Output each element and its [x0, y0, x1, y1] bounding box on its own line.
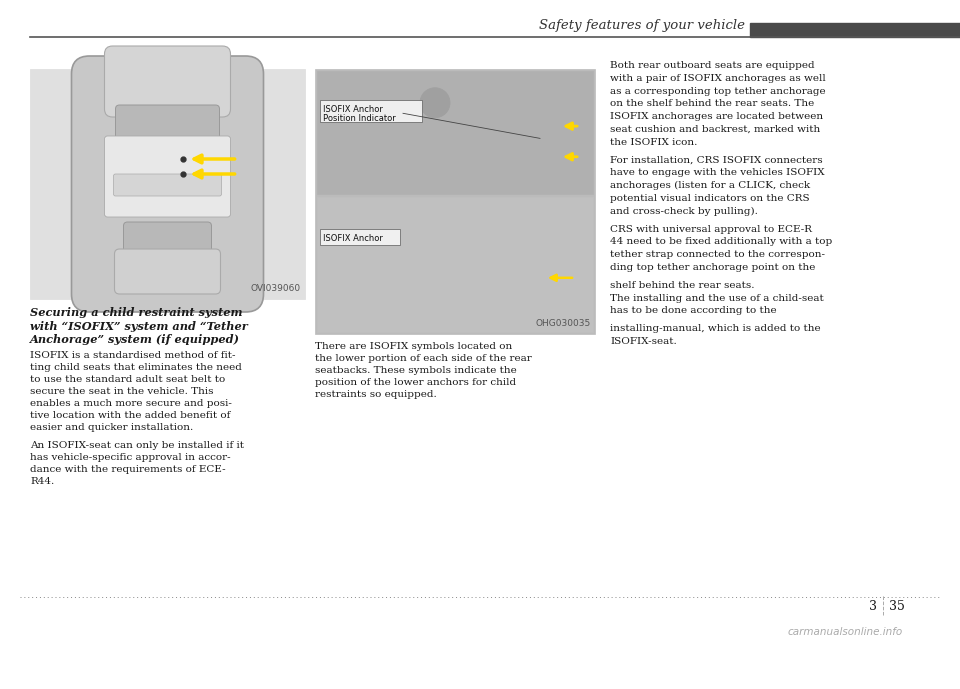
Text: ding top tether anchorage point on the: ding top tether anchorage point on the [610, 263, 815, 272]
FancyBboxPatch shape [105, 46, 230, 117]
FancyBboxPatch shape [124, 222, 211, 258]
Text: 44 need to be fixed additionally with a top: 44 need to be fixed additionally with a … [610, 238, 832, 247]
Text: ISOFIX is a standardised method of fit-: ISOFIX is a standardised method of fit- [30, 351, 235, 360]
Text: has vehicle-specific approval in accor-: has vehicle-specific approval in accor- [30, 453, 230, 462]
FancyBboxPatch shape [115, 105, 220, 145]
Text: tether strap connected to the correspon-: tether strap connected to the correspon- [610, 250, 825, 259]
Text: OVI039060: OVI039060 [251, 284, 301, 293]
FancyBboxPatch shape [71, 56, 263, 312]
Text: restraints so equipped.: restraints so equipped. [315, 390, 437, 399]
Text: The installing and the use of a child-seat: The installing and the use of a child-se… [610, 294, 824, 302]
Text: dance with the requirements of ECE-: dance with the requirements of ECE- [30, 466, 226, 475]
Text: ISOFIX-seat.: ISOFIX-seat. [610, 337, 677, 346]
Text: Safety features of your vehicle: Safety features of your vehicle [539, 19, 745, 32]
Text: enables a much more secure and posi-: enables a much more secure and posi- [30, 400, 232, 409]
Text: 3: 3 [869, 601, 877, 613]
Text: easier and quicker installation.: easier and quicker installation. [30, 424, 193, 433]
Text: with “ISOFIX” system and “Tether: with “ISOFIX” system and “Tether [30, 320, 248, 331]
FancyBboxPatch shape [320, 229, 400, 245]
Text: There are ISOFIX symbols located on: There are ISOFIX symbols located on [315, 342, 513, 351]
Text: to use the standard adult seat belt to: to use the standard adult seat belt to [30, 376, 226, 384]
Text: Both rear outboard seats are equipped: Both rear outboard seats are equipped [610, 61, 815, 70]
Bar [317, 196, 593, 332]
Text: ISOFIX anchorages are located between: ISOFIX anchorages are located between [610, 112, 823, 121]
Bar [317, 71, 593, 194]
FancyBboxPatch shape [113, 174, 222, 196]
FancyBboxPatch shape [114, 249, 221, 294]
Text: ISOFIX Anchor: ISOFIX Anchor [323, 234, 383, 243]
Text: OHG030035: OHG030035 [536, 319, 591, 328]
Bar [30, 69, 305, 299]
Text: has to be done according to the: has to be done according to the [610, 307, 777, 316]
Text: For installation, CRS ISOFIX connecters: For installation, CRS ISOFIX connecters [610, 156, 823, 165]
Text: seat cushion and backrest, marked with: seat cushion and backrest, marked with [610, 125, 820, 134]
Text: Position Indicator: Position Indicator [323, 114, 396, 123]
Text: the ISOFIX icon.: the ISOFIX icon. [610, 138, 697, 147]
Text: potential visual indicators on the CRS: potential visual indicators on the CRS [610, 194, 809, 203]
FancyBboxPatch shape [320, 101, 422, 123]
Text: seatbacks. These symbols indicate the: seatbacks. These symbols indicate the [315, 366, 516, 375]
Text: installing-manual, which is added to the: installing-manual, which is added to the [610, 325, 821, 333]
Text: and cross-check by pulling).: and cross-check by pulling). [610, 207, 757, 216]
Text: position of the lower anchors for child: position of the lower anchors for child [315, 378, 516, 387]
Text: R44.: R44. [30, 477, 55, 486]
FancyBboxPatch shape [105, 136, 230, 217]
Text: An ISOFIX-seat can only be installed if it: An ISOFIX-seat can only be installed if … [30, 442, 244, 451]
Text: Anchorage” system (if equipped): Anchorage” system (if equipped) [30, 334, 240, 345]
Text: tive location with the added benefit of: tive location with the added benefit of [30, 411, 230, 420]
Text: secure the seat in the vehicle. This: secure the seat in the vehicle. This [30, 387, 213, 396]
Text: Securing a child restraint system: Securing a child restraint system [30, 307, 243, 318]
Text: shelf behind the rear seats.: shelf behind the rear seats. [610, 281, 755, 290]
Bar [750, 23, 960, 37]
Bar [315, 69, 595, 334]
Text: anchorages (listen for a CLICK, check: anchorages (listen for a CLICK, check [610, 181, 810, 190]
Text: the lower portion of each side of the rear: the lower portion of each side of the re… [315, 354, 532, 363]
Circle shape [420, 88, 450, 118]
Text: CRS with universal approval to ECE-R: CRS with universal approval to ECE-R [610, 225, 812, 234]
Text: ting child seats that eliminates the need: ting child seats that eliminates the nee… [30, 364, 242, 373]
Text: with a pair of ISOFIX anchorages as well: with a pair of ISOFIX anchorages as well [610, 74, 826, 83]
Text: as a corresponding top tether anchorage: as a corresponding top tether anchorage [610, 87, 826, 96]
Text: have to engage with the vehicles ISOFIX: have to engage with the vehicles ISOFIX [610, 168, 825, 177]
Text: carmanualsonline.info: carmanualsonline.info [788, 627, 903, 637]
Text: 35: 35 [889, 601, 905, 613]
Text: on the shelf behind the rear seats. The: on the shelf behind the rear seats. The [610, 99, 814, 108]
Text: ISOFIX Anchor: ISOFIX Anchor [323, 105, 383, 114]
